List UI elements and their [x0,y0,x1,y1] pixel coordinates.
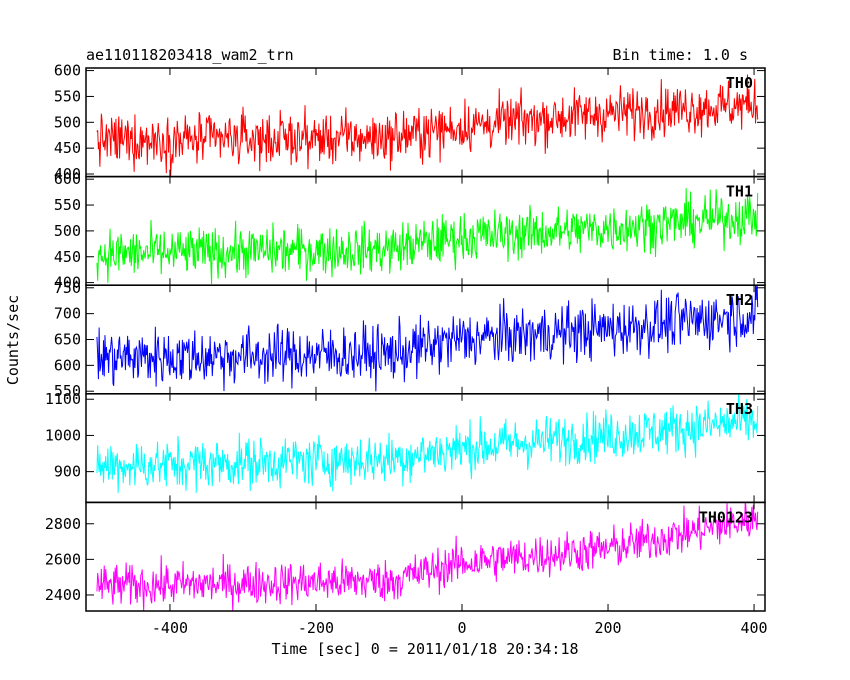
y-tick-label: 1000 [45,426,81,444]
x-tick-label: 200 [594,619,621,637]
y-tick-label: 900 [54,463,81,481]
x-axis: -400 -200 0 200 400 [152,619,768,637]
y-tick-label: 400 [54,165,81,183]
panel-frame [85,393,766,504]
y-tick-label: 400 [54,274,81,292]
y-tick-label: 550 [54,382,81,400]
bin-time-label: Bin time: 1.0 s [613,46,748,64]
y-tick-label: 650 [54,331,81,349]
y-tick-label: 500 [54,222,81,240]
panel-label: TH3 [726,400,753,418]
panel-label: TH2 [726,291,753,309]
y-tick-label: 600 [54,356,81,374]
series-line-th3 [96,393,759,493]
panel-th3: 900 1000 1100 TH3 [45,390,766,504]
y-tick-label: 600 [54,62,81,80]
y-axis-label: Counts/sec [4,295,22,385]
panel-th2: 550 600 650 700 750 TH2 [54,279,766,400]
x-tick-label: -400 [152,619,188,637]
x-tick-label: -200 [298,619,334,637]
panel-frame [85,501,766,612]
y-tick-label: 700 [54,305,81,323]
figure-title: ae110118203418_wam2_trn [86,46,294,64]
series-line-th0 [96,74,759,176]
y-tick-label: 550 [54,87,81,105]
panel-th0: 400 450 500 550 600 TH0 [54,62,766,183]
y-tick-label: 500 [54,113,81,131]
x-tick-label: 400 [741,619,768,637]
y-tick-label: 1100 [45,390,81,408]
series-line-th2 [96,285,759,392]
y-tick-label: 450 [54,248,81,266]
y-tick-label: 2400 [45,586,81,604]
series-line-th1 [96,188,759,284]
panels-group: 400 450 500 550 600 TH0 400 450 500 550 600 TH1 550 6… [45,62,766,612]
y-tick-label: 600 [54,170,81,188]
panel-label: TH0123 [699,508,753,526]
panel-label: TH1 [726,183,753,201]
y-tick-label: 750 [54,279,81,297]
y-tick-label: 450 [54,139,81,157]
panel-label: TH0 [726,74,753,92]
series-line-th0123 [96,502,759,611]
y-tick-label: 2800 [45,515,81,533]
panel-th1: 400 450 500 550 600 TH1 [54,170,766,292]
x-tick-label: 0 [457,619,466,637]
panel-th0123: 2400 2600 2800 TH0123 [45,501,766,612]
x-axis-label: Time [sec] 0 = 2011/01/18 20:34:18 [271,640,578,658]
y-tick-label: 2600 [45,550,81,568]
panel-frame [85,284,766,395]
y-tick-label: 550 [54,196,81,214]
